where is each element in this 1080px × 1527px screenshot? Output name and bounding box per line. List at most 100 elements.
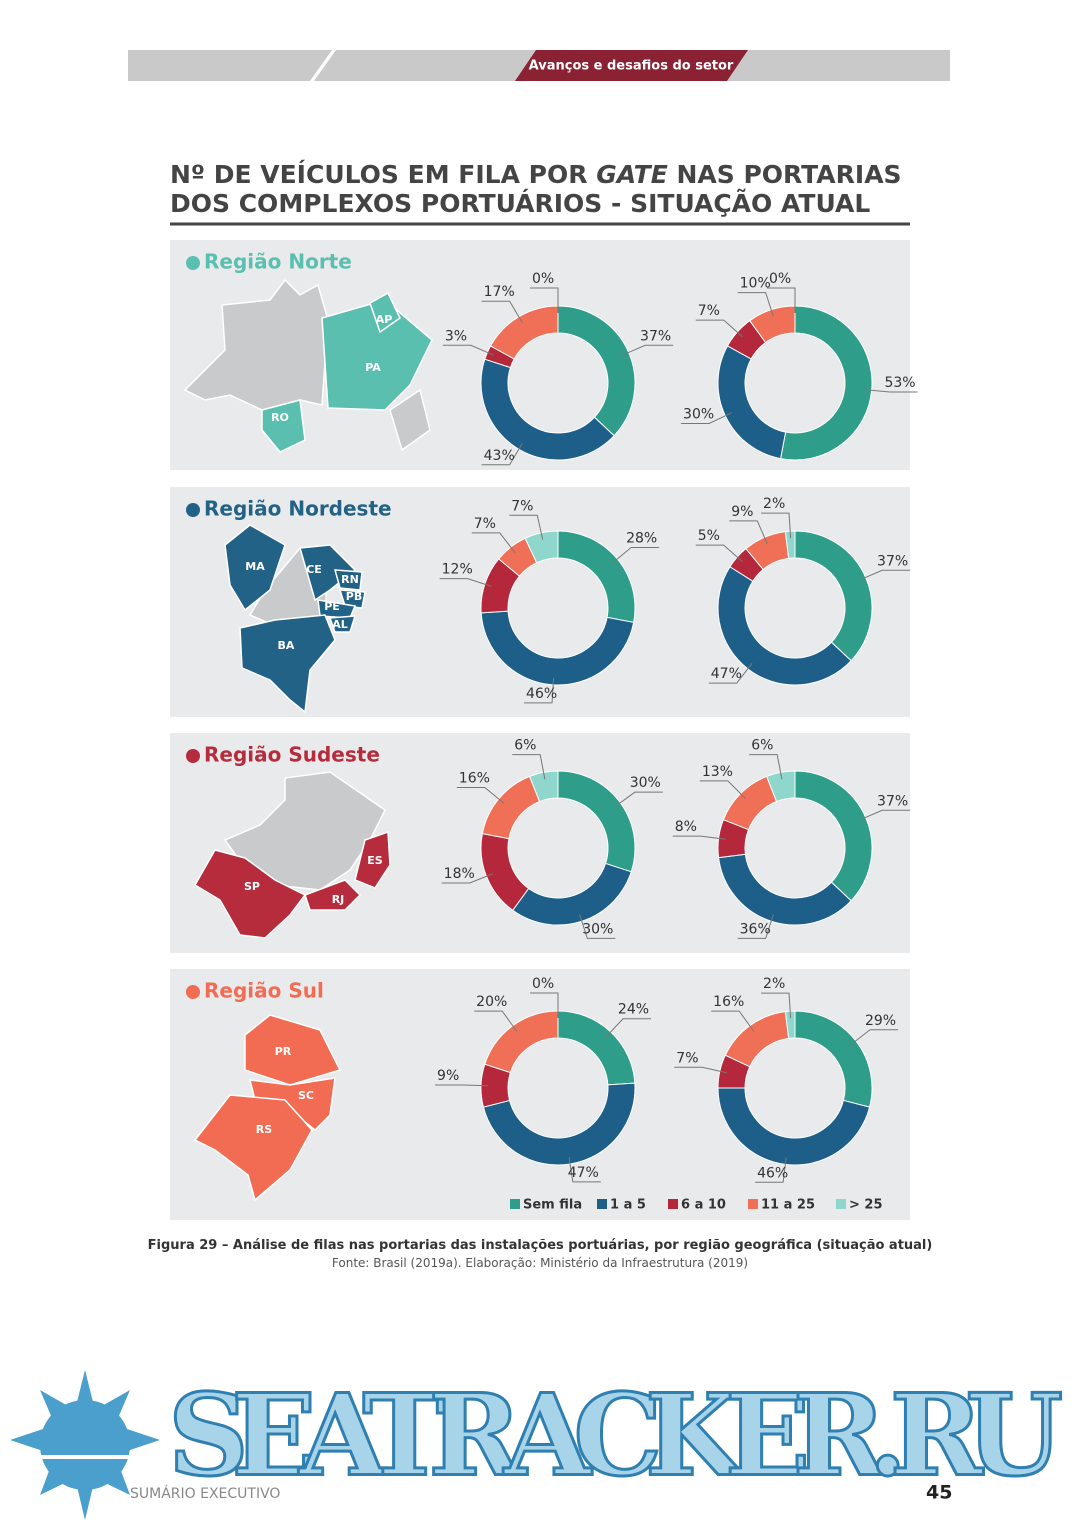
- donut-segment: [480, 358, 615, 461]
- legend-swatch: [668, 1199, 678, 1209]
- state-label: SP: [244, 880, 260, 893]
- data-label: 18%: [444, 866, 475, 882]
- leader-line: [699, 780, 746, 799]
- leader-line: [614, 791, 663, 808]
- leader-line: [767, 287, 796, 313]
- legend-swatch: [748, 1199, 758, 1209]
- map-shape: [224, 524, 286, 612]
- leader-line: [755, 1157, 787, 1183]
- watermark-sun: [10, 1370, 160, 1520]
- leader-line: [859, 809, 911, 821]
- data-label: 7%: [511, 498, 533, 514]
- leader-line: [622, 344, 674, 356]
- legend-swatch: [836, 1199, 846, 1209]
- legend-label: > 25: [849, 1198, 883, 1213]
- watermark: SEATRACKER.RU: [168, 1370, 1063, 1501]
- data-label: 53%: [884, 375, 915, 391]
- map-shape: [389, 388, 431, 452]
- leader-line: [481, 442, 523, 466]
- map-shape: [333, 569, 363, 591]
- data-label: 3%: [445, 328, 467, 344]
- map-shape: [193, 849, 307, 939]
- data-label: 13%: [702, 764, 733, 780]
- data-label: 16%: [713, 994, 744, 1010]
- map-shape: [244, 1014, 342, 1086]
- data-label: 30%: [582, 921, 613, 937]
- leader-line: [708, 663, 753, 684]
- state-label: AL: [332, 618, 348, 631]
- leader-line: [864, 389, 918, 393]
- leader-line: [456, 786, 505, 804]
- sun-rays: [10, 1370, 160, 1520]
- leader-line: [681, 412, 732, 424]
- state-label: RO: [271, 411, 289, 424]
- map-shape: [183, 278, 329, 411]
- region-dot: [186, 749, 200, 763]
- data-label: 36%: [740, 921, 771, 937]
- leader-line: [695, 319, 743, 338]
- data-label: 2%: [763, 496, 785, 512]
- data-label: 28%: [626, 530, 657, 546]
- state-label: PA: [365, 361, 381, 374]
- donut-segment: [717, 566, 852, 686]
- donut-segment: [482, 1082, 636, 1166]
- data-label: 0%: [532, 976, 554, 992]
- leader-line: [435, 1084, 489, 1087]
- data-label: 47%: [568, 1165, 599, 1181]
- data-label: 37%: [640, 328, 671, 344]
- title-text: Nº DE VEÍCULOS EM FILA POR: [170, 160, 597, 189]
- donut-segment: [794, 530, 873, 662]
- leader-line: [859, 569, 911, 581]
- donut-segment: [480, 610, 635, 686]
- header-slash: [310, 50, 336, 81]
- legend-swatch: [510, 1199, 520, 1209]
- state-label: RN: [341, 573, 359, 586]
- donut-segment: [766, 770, 796, 803]
- leader-line: [674, 1066, 727, 1074]
- region-dot: [186, 503, 200, 517]
- data-label: 9%: [437, 1068, 459, 1084]
- data-label: 5%: [698, 528, 720, 544]
- state-label: PR: [275, 1045, 292, 1058]
- data-label: 20%: [476, 994, 507, 1010]
- page-number: 45: [926, 1482, 952, 1504]
- data-label: 2%: [763, 976, 785, 992]
- leader-line: [439, 578, 492, 587]
- data-label: 7%: [698, 303, 720, 319]
- map-shape: [304, 879, 362, 911]
- donut-segment: [524, 530, 559, 564]
- leader-line: [568, 1157, 601, 1183]
- state-label: PE: [324, 600, 340, 613]
- data-label: 17%: [484, 284, 515, 300]
- region-name: Região Sul: [204, 979, 324, 1003]
- map-shape: [354, 830, 391, 889]
- leader-line: [695, 544, 743, 563]
- data-label: 30%: [683, 406, 714, 422]
- data-label: 12%: [442, 562, 473, 578]
- state-label: PB: [346, 590, 362, 603]
- map-shape: [193, 1094, 313, 1202]
- leader-line: [729, 520, 768, 544]
- title-text: NAS PORTARIAS DOS COMPLEXOS PORTUÁRIOS -…: [170, 160, 902, 218]
- region-dot: [186, 256, 200, 270]
- data-label: 16%: [459, 770, 490, 786]
- leader-line: [481, 300, 523, 324]
- region-name: Região Nordeste: [204, 497, 392, 521]
- legend-label: 1 a 5: [610, 1198, 646, 1213]
- leader-line: [530, 992, 559, 1018]
- donut-segment: [717, 1087, 871, 1166]
- data-label: 6%: [514, 738, 536, 754]
- leader-line: [850, 1029, 899, 1046]
- header-tab: [515, 50, 748, 81]
- leader-line: [509, 514, 544, 540]
- donut-segment: [779, 305, 873, 461]
- leader-line: [711, 1010, 755, 1032]
- leader-line: [442, 344, 494, 356]
- data-label: 9%: [731, 504, 753, 520]
- donut-segment: [529, 770, 559, 803]
- donut-segment: [784, 530, 796, 559]
- data-label: 47%: [711, 666, 742, 682]
- region-dot: [186, 985, 200, 999]
- data-label: 30%: [630, 775, 661, 791]
